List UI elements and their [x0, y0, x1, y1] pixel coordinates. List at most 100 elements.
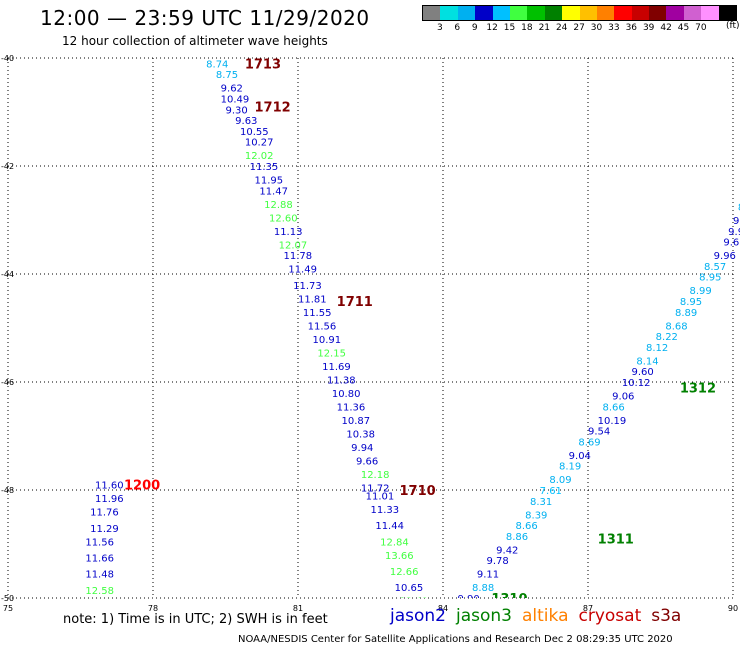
color-legend: 3 6 9 12 15 18 21 24 27 30 33 36 39 42 45 70 (ft) — [422, 5, 740, 35]
wave-height-value: 12.66 — [390, 567, 419, 578]
pass-label: 1713 — [245, 57, 281, 72]
legend-label: 42 — [660, 23, 672, 33]
x-tick-label: 81 — [293, 604, 303, 613]
pass-label: 1711 — [337, 295, 373, 310]
legend-label: 39 — [642, 23, 655, 33]
wave-height-value: 11.60 — [95, 481, 124, 492]
y-tick-label: -50 — [1, 594, 14, 603]
wave-height-value: 9.11 — [477, 570, 499, 581]
wave-height-value: 11.55 — [303, 308, 332, 319]
legend-swatch — [666, 6, 684, 20]
satellite-jason3: jason3 — [456, 606, 512, 626]
legend-label: 33 — [608, 23, 620, 33]
legend-swatch — [614, 6, 632, 20]
wave-height-value: 11.38 — [327, 375, 356, 386]
wave-height-value: 8.31 — [530, 497, 552, 508]
wave-height-value: 12.02 — [245, 151, 274, 162]
wave-height-value: 9.42 — [496, 545, 518, 556]
wave-height-value: 11.69 — [322, 362, 351, 373]
wave-height-value: 9.06 — [612, 392, 634, 403]
wave-height-value: 8.69 — [578, 437, 600, 448]
wave-height-value: 12.07 — [279, 240, 308, 251]
wave-height-value: 12.49 — [400, 597, 429, 608]
legend-label: 12 — [486, 23, 498, 33]
legend-label: 70 — [695, 23, 707, 33]
wave-height-value: 8.99 — [690, 286, 712, 297]
wave-height-value: 11.44 — [375, 521, 404, 532]
legend-label: 45 — [677, 23, 690, 33]
wave-height-value: 10.87 — [342, 416, 371, 427]
wave-height-value: 9.62 — [733, 216, 740, 227]
page-subtitle: 12 hour collection of altimeter wave hei… — [62, 34, 328, 48]
wave-height-value: 11.96 — [95, 494, 124, 505]
wave-height-value: 10.49 — [221, 95, 250, 106]
wave-height-value: 9.60 — [632, 367, 654, 378]
wave-height-value: 11.29 — [90, 524, 119, 535]
x-tick-label: 87 — [583, 604, 593, 613]
x-tick-label: 84 — [438, 604, 448, 613]
wave-height-value: 8.95 — [680, 297, 702, 308]
wave-height-value: 11.35 — [250, 162, 279, 173]
wave-height-value: 12.60 — [269, 213, 298, 224]
pass-label: 1710 — [400, 484, 436, 499]
legend-swatch — [457, 6, 476, 20]
legend-label: 21 — [538, 23, 551, 33]
wave-height-value: 11.33 — [371, 505, 400, 516]
legend-swatch — [683, 6, 702, 20]
legend-swatch — [509, 6, 528, 20]
legend-label: 18 — [521, 23, 533, 33]
pass-label: 1310 — [491, 592, 527, 607]
x-tick-label: 78 — [148, 604, 158, 613]
legend-swatch — [475, 6, 493, 20]
wave-height-value: 8.22 — [656, 332, 678, 343]
wave-height-value: 12.88 — [264, 200, 293, 211]
wave-height-value: 11.47 — [259, 186, 288, 197]
legend-label: 6 — [454, 23, 461, 33]
wave-height-value: 9.54 — [588, 427, 610, 438]
wave-height-value: 8.3 — [738, 203, 740, 214]
wave-height-value: 11.81 — [298, 294, 327, 305]
note-text: note: 1) Time is in UTC; 2) SWH is in fe… — [63, 612, 328, 627]
wave-height-value: 10.80 — [332, 389, 361, 400]
wave-height-value: 9.66 — [356, 456, 378, 467]
wave-height-value: 10.55 — [240, 127, 269, 138]
wave-height-value: 9.62 — [221, 84, 243, 95]
y-tick-label: -48 — [1, 486, 14, 495]
wave-height-value: 11.48 — [85, 570, 114, 581]
wave-height-value: 8.57 — [704, 262, 726, 273]
wave-height-value: 11.95 — [255, 176, 284, 187]
satellite-cryosat: cryosat — [578, 606, 642, 626]
wave-height-value: 8.19 — [559, 462, 581, 473]
y-tick-label: -46 — [1, 378, 14, 387]
legend-swatch — [440, 6, 458, 20]
wave-height-value: 9.63 — [235, 116, 257, 127]
wave-height-value: 9.90 — [458, 594, 480, 605]
legend-swatch — [527, 6, 545, 20]
pass-label: 1311 — [598, 533, 634, 548]
wave-height-value: 8.86 — [506, 532, 528, 543]
wave-height-value: 7.61 — [540, 486, 562, 497]
legend-unit: (ft) — [726, 21, 740, 31]
wave-height-value: 11.78 — [284, 251, 313, 262]
wave-height-value: 8.66 — [603, 402, 625, 413]
wave-height-value: 8.95 — [699, 273, 721, 284]
wave-height-value: 8.14 — [636, 356, 658, 367]
wave-height-value: 11.49 — [288, 265, 317, 276]
pass-label: 1312 — [680, 381, 716, 396]
wave-height-value: 12.58 — [85, 586, 114, 597]
wave-height-value: 8.12 — [646, 343, 668, 354]
page-title: 12:00 — 23:59 UTC 11/29/2020 — [40, 6, 370, 30]
track-values: 8.748.759.6210.499.309.6310.5510.2712.02… — [85, 57, 740, 608]
legend-swatch — [544, 6, 563, 20]
wave-height-value: 11.66 — [85, 554, 114, 565]
wave-height-value: 8.09 — [549, 475, 571, 486]
wave-height-value: 11.01 — [366, 491, 395, 502]
wave-height-value: 8.74 — [206, 59, 228, 70]
legend-label: 30 — [590, 23, 603, 33]
wave-height-value: 11.13 — [274, 227, 303, 238]
wave-height-value: 8.39 — [525, 510, 547, 521]
wave-height-value: 11.56 — [308, 321, 337, 332]
legend-label: 27 — [573, 23, 585, 33]
wave-height-value: 11.56 — [85, 537, 114, 548]
